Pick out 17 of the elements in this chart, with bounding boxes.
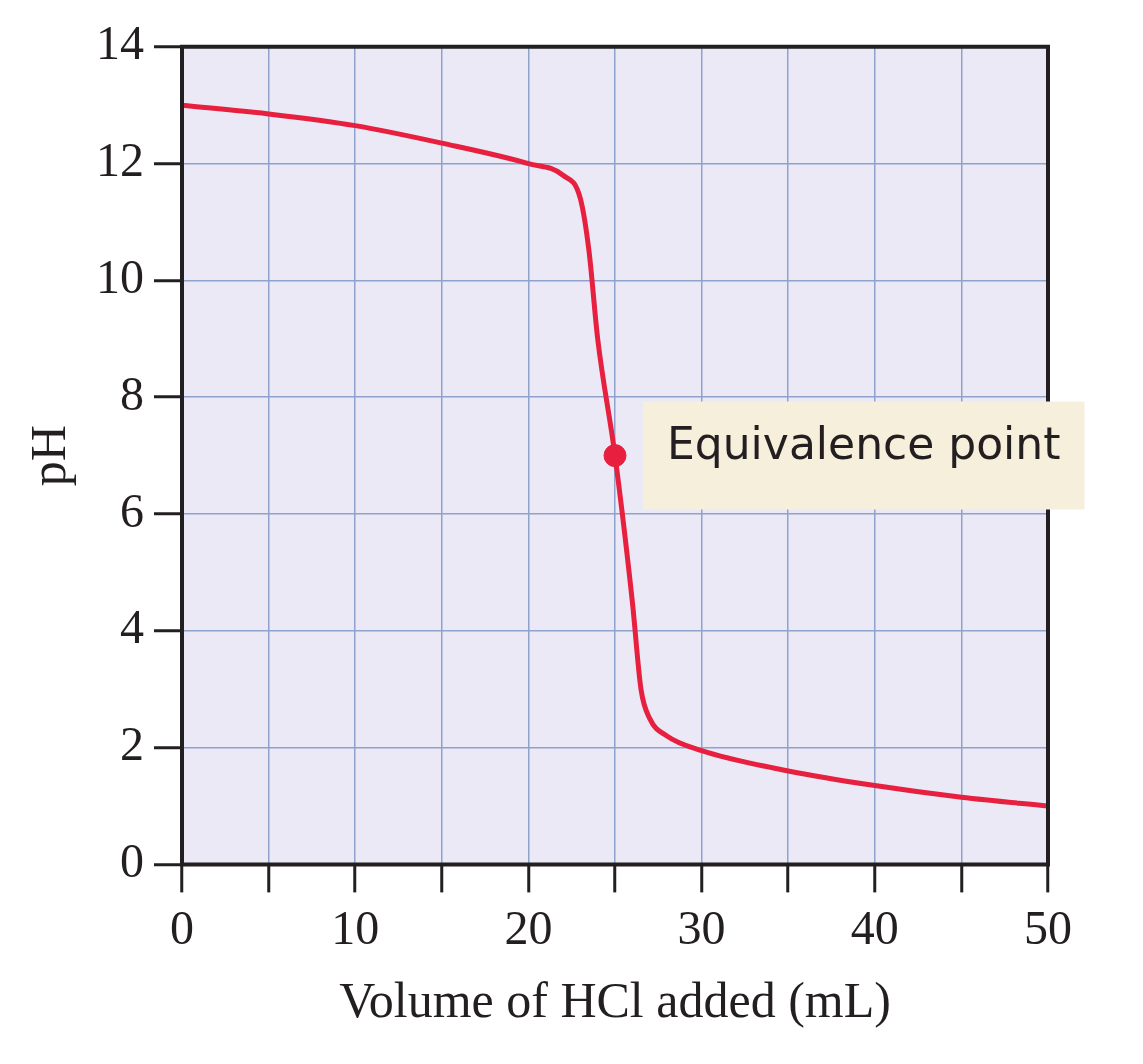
x-tick-label: 30 bbox=[677, 900, 726, 954]
x-tick-label: 40 bbox=[850, 900, 899, 954]
y-tick-label: 2 bbox=[120, 717, 144, 771]
y-tick-label: 0 bbox=[120, 834, 144, 888]
y-tick-label: 10 bbox=[96, 250, 144, 304]
y-tick-label: 14 bbox=[96, 16, 144, 70]
annotation: Equivalence point bbox=[667, 418, 1061, 470]
y-tick-label: 12 bbox=[96, 133, 144, 187]
y-tick-label: 4 bbox=[120, 600, 144, 654]
x-tick-label: 10 bbox=[331, 900, 380, 954]
y-tick-label: 6 bbox=[120, 483, 144, 537]
x-tick-label: 0 bbox=[170, 900, 194, 954]
x-tick-label: 20 bbox=[504, 900, 553, 954]
x-axis-title: Volume of HCl added (mL) bbox=[339, 972, 891, 1029]
y-axis-title: pH bbox=[20, 425, 77, 487]
y-tick-label: 8 bbox=[120, 366, 144, 420]
x-tick-label: 50 bbox=[1024, 900, 1072, 954]
